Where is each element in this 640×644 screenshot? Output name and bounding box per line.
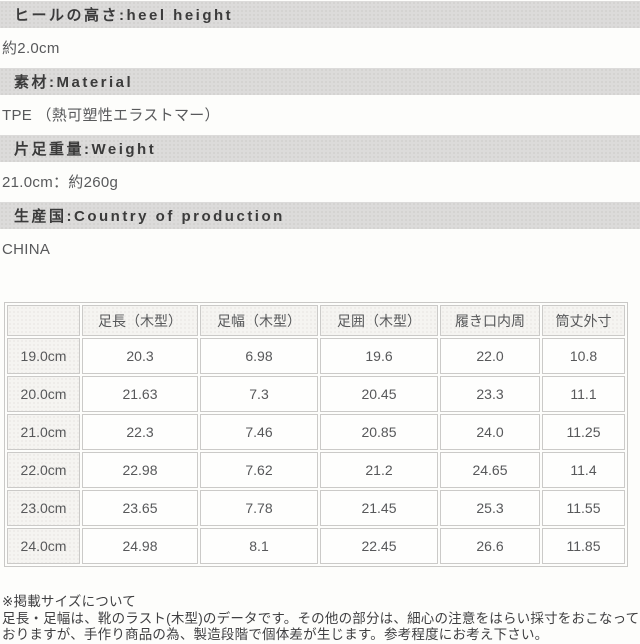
size-table-column-header: 足長（木型） [82,305,198,336]
size-value-cell: 24.65 [440,452,540,488]
size-table-column-header: 履き口内周 [440,305,540,336]
size-value-cell: 11.55 [542,490,625,526]
size-value-cell: 22.98 [82,452,198,488]
spec-section-weight: 片足重量:Weight 21.0cm：約260g [0,135,640,191]
size-value-cell: 11.85 [542,528,625,564]
section-header-material: 素材:Material [0,68,640,95]
table-row: 21.0cm 22.3 7.46 20.85 24.0 11.25 [7,414,625,450]
size-value-cell: 6.98 [200,338,318,374]
size-row-label: 19.0cm [7,338,80,374]
size-value-cell: 20.85 [320,414,438,450]
size-table-corner-cell [7,305,80,336]
size-table-column-header: 足囲（木型） [320,305,438,336]
size-table-body: 19.0cm 20.3 6.98 19.6 22.0 10.8 20.0cm 21.63 7.3… [7,338,625,564]
section-title: 片足重量:Weight [14,141,157,158]
size-value-cell: 24.0 [440,414,540,450]
table-row: 23.0cm 23.65 7.78 21.45 25.3 11.55 [7,490,625,526]
size-row-label: 23.0cm [7,490,80,526]
table-row: 19.0cm 20.3 6.98 19.6 22.0 10.8 [7,338,625,374]
section-header-weight: 片足重量:Weight [0,135,640,162]
size-value-cell: 20.45 [320,376,438,412]
size-value-cell: 7.78 [200,490,318,526]
section-title: 生産国:Country of production [14,208,285,225]
country-value: CHINA [2,241,51,258]
size-table-column-header: 筒丈外寸 [542,305,625,336]
size-row-label: 24.0cm [7,528,80,564]
size-value-cell: 7.46 [200,414,318,450]
table-row: 22.0cm 22.98 7.62 21.2 24.65 11.4 [7,452,625,488]
table-row: 20.0cm 21.63 7.3 20.45 23.3 11.1 [7,376,625,412]
size-value-cell: 11.1 [542,376,625,412]
size-table: 足長（木型） 足幅（木型） 足囲（木型） 履き口内周 筒丈外寸 19.0cm 20.3 6.… [4,302,628,567]
size-value-cell: 23.65 [82,490,198,526]
spec-section-country: 生産国:Country of production CHINA [0,202,640,258]
table-row: 24.0cm 24.98 8.1 22.45 26.6 11.85 [7,528,625,564]
section-title: ヒールの高さ:heel height [14,7,234,24]
size-note-heading: ※掲載サイズについて [2,594,137,609]
spec-section-heel-height: ヒールの高さ:heel height 約2.0cm [0,1,640,57]
size-table-header-row: 足長（木型） 足幅（木型） 足囲（木型） 履き口内周 筒丈外寸 [7,305,625,336]
size-row-label: 20.0cm [7,376,80,412]
size-note-body: 足長・足幅は、靴のラスト(木型)のデータです。その他の部分は、細心の注意をはらい… [2,610,640,643]
size-value-cell: 23.3 [440,376,540,412]
size-row-label: 21.0cm [7,414,80,450]
size-value-cell: 11.25 [542,414,625,450]
size-value-cell: 11.4 [542,452,625,488]
size-value-cell: 21.63 [82,376,198,412]
size-table-column-header: 足幅（木型） [200,305,318,336]
size-value-cell: 22.3 [82,414,198,450]
size-value-cell: 25.3 [440,490,540,526]
size-value-cell: 24.98 [82,528,198,564]
material-value: TPE （熱可塑性エラストマー） [2,107,220,124]
section-header-heel-height: ヒールの高さ:heel height [0,1,640,28]
heel-height-value: 約2.0cm [2,40,60,57]
size-note: ※掲載サイズについて 足長・足幅は、靴のラスト(木型)のデータです。その他の部分… [2,594,640,644]
size-value-cell: 21.2 [320,452,438,488]
weight-value: 21.0cm：約260g [2,174,119,191]
spec-section-material: 素材:Material TPE （熱可塑性エラストマー） [0,68,640,124]
size-row-label: 22.0cm [7,452,80,488]
size-value-cell: 22.45 [320,528,438,564]
size-value-cell: 7.62 [200,452,318,488]
size-value-cell: 7.3 [200,376,318,412]
section-header-country: 生産国:Country of production [0,202,640,229]
section-title: 素材:Material [14,74,134,91]
size-value-cell: 20.3 [82,338,198,374]
size-value-cell: 10.8 [542,338,625,374]
size-value-cell: 26.6 [440,528,540,564]
size-value-cell: 8.1 [200,528,318,564]
size-value-cell: 21.45 [320,490,438,526]
size-value-cell: 19.6 [320,338,438,374]
size-value-cell: 22.0 [440,338,540,374]
